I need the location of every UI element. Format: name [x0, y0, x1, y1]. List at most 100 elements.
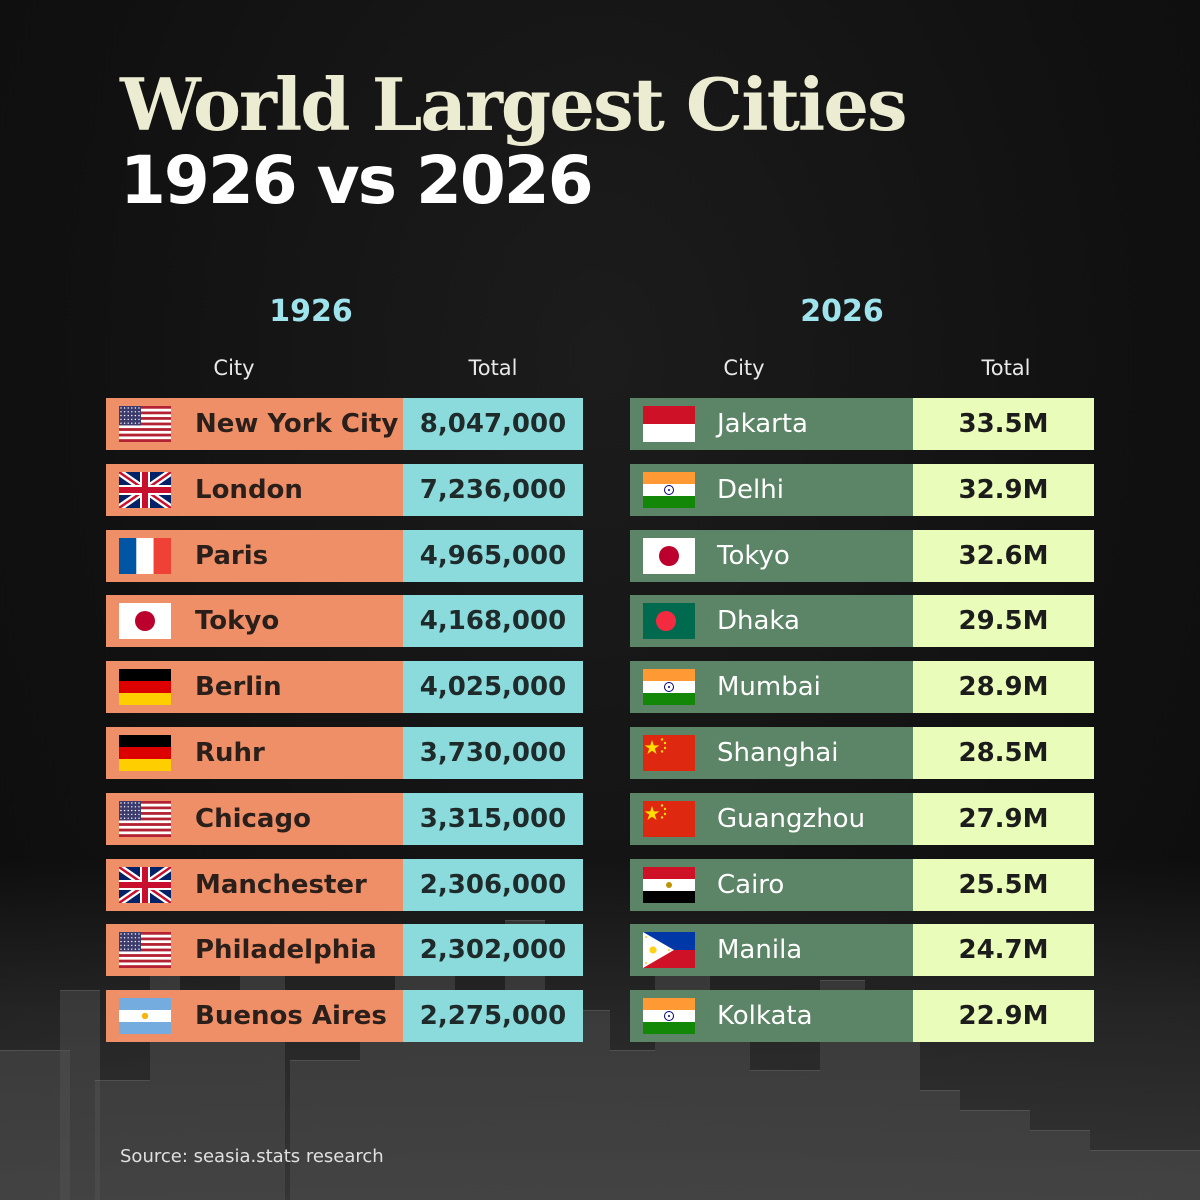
china-flag-icon — [643, 800, 695, 837]
skyline-building — [1090, 1150, 1200, 1200]
germany-flag-icon — [119, 735, 171, 771]
row-1926-city-name: Chicago — [195, 803, 311, 834]
row-1926-city-cell: London — [106, 463, 403, 516]
row-1926-total-value: 3,315,000 — [403, 792, 583, 845]
row-1926-table-row: Chicago 3,315,000 — [106, 792, 583, 845]
row-1926-city-cell: Berlin — [106, 661, 403, 714]
row-2026-city-cell: Kolkata — [630, 990, 913, 1043]
skyline-building — [710, 1020, 750, 1200]
row-1926-table-row: Philadelphia 2,302,000 — [106, 924, 583, 977]
india-flag-icon — [643, 471, 695, 508]
skyline-building — [455, 1040, 505, 1200]
row-1926-city-cell: Tokyo — [106, 595, 403, 648]
row-2026-city-name: Dhaka — [717, 606, 800, 637]
row-2026-city-name: Shanghai — [717, 738, 839, 768]
china-flag-icon — [643, 735, 695, 771]
row-2026-city-name: Jakarta — [717, 409, 808, 439]
row-1926-table-row: Manchester 2,306,000 — [106, 858, 583, 911]
row-1926-table-row: Buenos Aires 2,275,000 — [106, 990, 583, 1043]
skyline-building — [0, 1050, 70, 1200]
row-2026-table-row: Shanghai 28.5M — [630, 727, 1094, 779]
row-2026-total-value: 32.9M — [913, 463, 1094, 516]
usa-flag-icon — [119, 932, 171, 969]
row-2026-total-value: 22.9M — [913, 990, 1094, 1043]
row-2026-city-name: Delhi — [717, 474, 784, 505]
skyline-building — [150, 940, 180, 1200]
row-2026-city-name: Guangzhou — [717, 803, 866, 834]
row-2026-table-row: Guangzhou 27.9M — [630, 792, 1094, 845]
row-1926-city-name: Berlin — [195, 672, 282, 703]
row-2026-table-row: Jakarta 33.5M — [630, 398, 1094, 450]
row-1926-table-row: Ruhr 3,730,000 — [106, 727, 583, 779]
row-2026-table-row: Delhi 32.9M — [630, 463, 1094, 516]
row-2026-city-cell: Cairo — [630, 858, 913, 911]
table-2026-title: 2026 — [800, 294, 884, 329]
row-1926-city-cell: New York City — [106, 398, 403, 450]
row-2026-city-name: Kolkata — [717, 1001, 813, 1032]
skyline-building — [750, 1070, 820, 1200]
row-1926-city-cell: Buenos Aires — [106, 990, 403, 1043]
egypt-flag-icon — [643, 866, 695, 903]
row-1926-total-value: 2,302,000 — [403, 924, 583, 977]
row-2026-total-value: 33.5M — [913, 398, 1094, 450]
row-2026-city-name: Manila — [717, 935, 803, 966]
row-2026-city-name: Tokyo — [717, 540, 790, 571]
row-2026-city-cell: Jakarta — [630, 398, 913, 450]
argentina-flag-icon — [119, 998, 171, 1035]
france-flag-icon — [119, 537, 171, 574]
row-1926-city-name: Ruhr — [195, 738, 265, 768]
row-1926-city-cell: Manchester — [106, 858, 403, 911]
row-2026-city-name: Mumbai — [717, 672, 821, 703]
row-2026-city-cell: Dhaka — [630, 595, 913, 648]
table-1926-total-header: Total — [468, 356, 518, 380]
row-1926-table-row: Paris 4,965,000 — [106, 529, 583, 582]
row-2026-table-row: Mumbai 28.9M — [630, 661, 1094, 714]
title-line-2: 1926 vs 2026 — [120, 142, 594, 219]
india-flag-icon — [643, 998, 695, 1035]
philippines-flag-icon — [643, 932, 695, 969]
row-1926-city-name: Manchester — [195, 869, 367, 900]
row-2026-table-row: Manila 24.7M — [630, 924, 1094, 977]
skyline-building — [95, 1080, 150, 1200]
skyline-building — [960, 1110, 1030, 1200]
skyline-building — [60, 990, 100, 1200]
source-note: Source: seasia.stats research — [120, 1146, 384, 1167]
skyline-building — [395, 950, 455, 1200]
row-1926-city-name: Paris — [195, 540, 269, 571]
row-2026-total-value: 29.5M — [913, 595, 1094, 648]
row-2026-table-row: Cairo 25.5M — [630, 858, 1094, 911]
row-1926-city-cell: Paris — [106, 529, 403, 582]
row-2026-city-cell: Delhi — [630, 463, 913, 516]
japan-flag-icon — [119, 603, 171, 640]
bangladesh-flag-icon — [643, 603, 695, 640]
row-2026-city-cell: Tokyo — [630, 529, 913, 582]
row-1926-table-row: London 7,236,000 — [106, 463, 583, 516]
row-2026-total-value: 28.5M — [913, 727, 1094, 779]
row-1926-total-value: 7,236,000 — [403, 463, 583, 516]
row-2026-total-value: 24.7M — [913, 924, 1094, 977]
row-2026-city-cell: Guangzhou — [630, 792, 913, 845]
row-1926-total-value: 4,168,000 — [403, 595, 583, 648]
usa-flag-icon — [119, 800, 171, 837]
row-2026-table-row: Dhaka 29.5M — [630, 595, 1094, 648]
row-1926-table-row: Tokyo 4,168,000 — [106, 595, 583, 648]
indonesia-flag-icon — [643, 406, 695, 442]
row-2026-total-value: 28.9M — [913, 661, 1094, 714]
uk-flag-icon — [119, 471, 171, 508]
row-2026-total-value: 32.6M — [913, 529, 1094, 582]
uk-flag-icon — [119, 866, 171, 903]
row-2026-table-row: Kolkata 22.9M — [630, 990, 1094, 1043]
table-2026-city-header: City — [723, 356, 765, 380]
row-1926-total-value: 3,730,000 — [403, 727, 583, 779]
skyline-building — [920, 1090, 960, 1200]
row-1926-city-name: London — [195, 474, 303, 505]
row-2026-city-cell: Shanghai — [630, 727, 913, 779]
row-1926-total-value: 2,306,000 — [403, 858, 583, 911]
row-1926-city-name: Buenos Aires — [195, 1001, 387, 1032]
japan-flag-icon — [643, 537, 695, 574]
row-1926-city-name: Philadelphia — [195, 935, 377, 966]
title-line-1: World Largest Cities — [120, 62, 908, 147]
row-1926-total-value: 4,965,000 — [403, 529, 583, 582]
row-1926-city-name: Tokyo — [195, 606, 280, 637]
row-2026-table-row: Tokyo 32.6M — [630, 529, 1094, 582]
